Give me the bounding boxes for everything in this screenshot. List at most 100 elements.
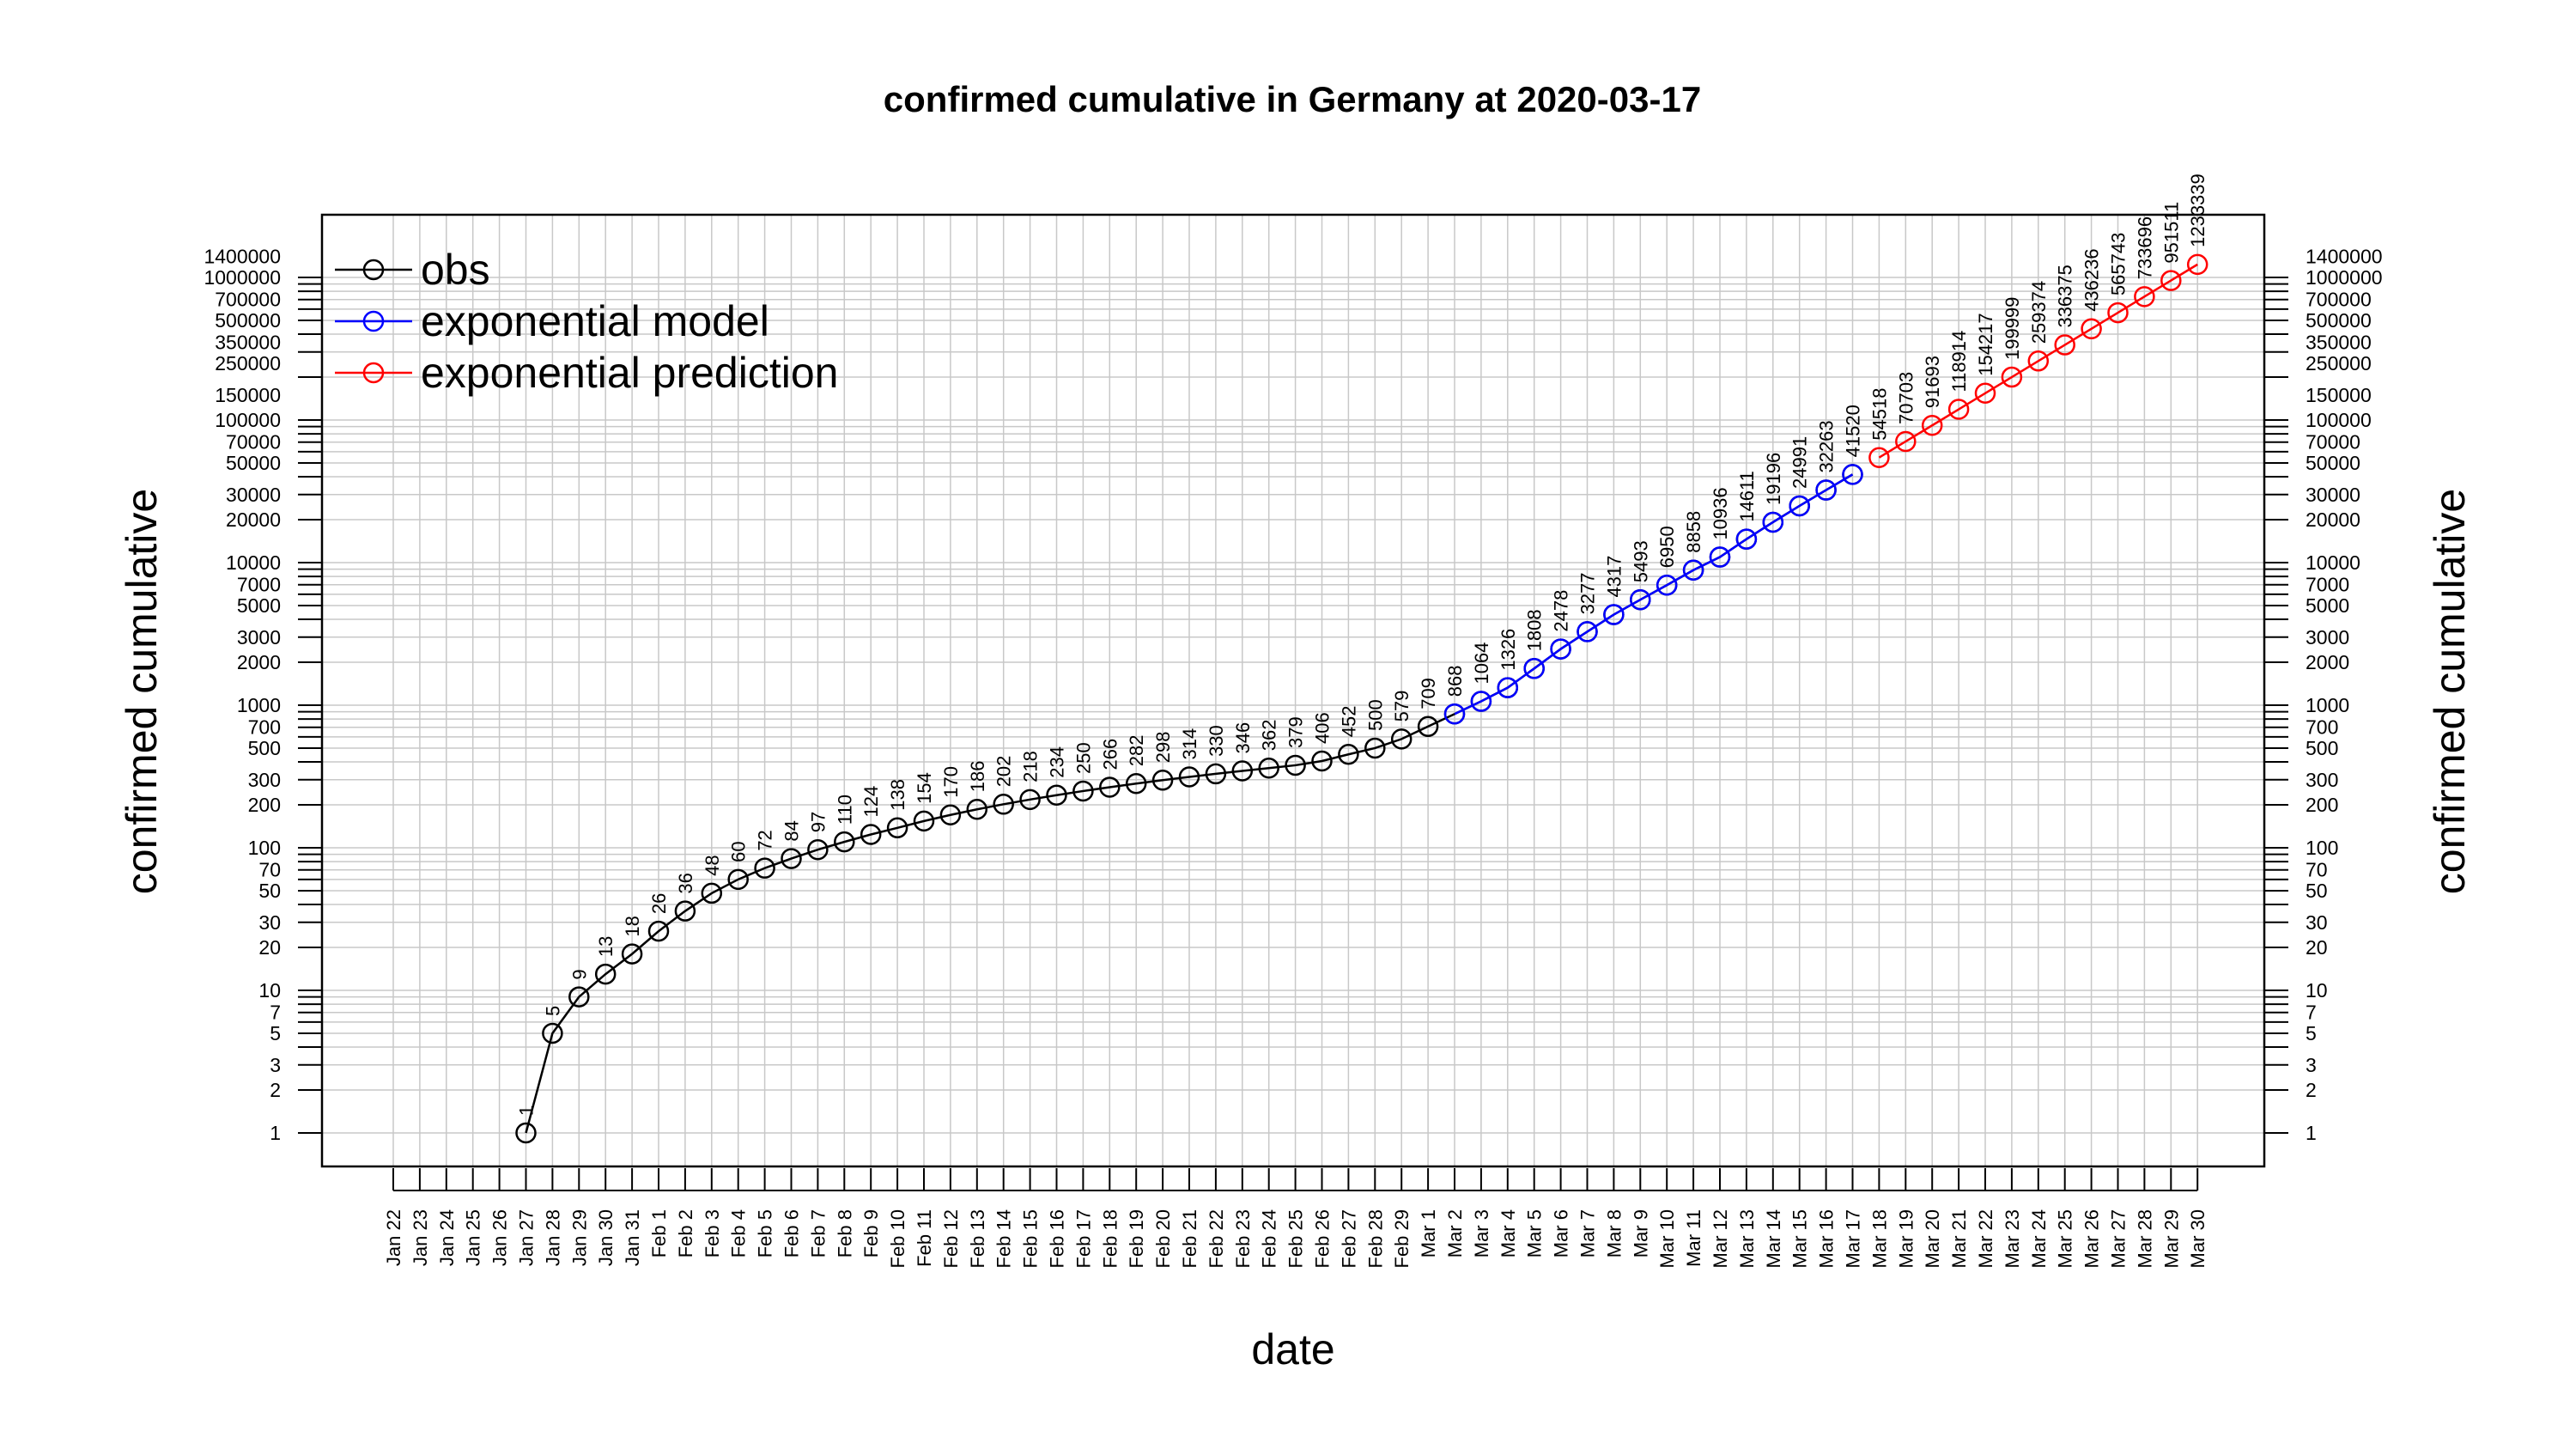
data-point-obs: [754, 857, 775, 879]
x-tick-label: Mar 24: [2028, 1209, 2050, 1268]
data-point-obs: [701, 882, 723, 904]
x-tick-label: Mar 21: [1948, 1209, 1970, 1268]
data-point-exponential-prediction: [2081, 318, 2102, 340]
x-tick-label: Mar 8: [1603, 1209, 1625, 1257]
x-tick-label: Jan 28: [542, 1209, 563, 1266]
y-tick-label-right: 3: [2306, 1054, 2317, 1076]
data-label: 91693: [1922, 356, 1943, 408]
x-tick-label: Jan 31: [622, 1209, 643, 1266]
x-tick-label: Mar 9: [1630, 1209, 1651, 1257]
y-tick-label-left: 30: [258, 911, 281, 934]
data-label: 48: [702, 855, 723, 875]
y-tick-label-left: 50000: [226, 452, 281, 474]
x-tick-label: Mar 6: [1551, 1209, 1572, 1257]
x-tick-label: Feb 22: [1206, 1209, 1227, 1269]
x-tick-label: Mar 10: [1656, 1209, 1678, 1268]
legend-marker: [362, 259, 385, 281]
x-axis: Jan 22 Jan 23 Jan 24 Jan 25 Jan 26 Jan 27 Jan …: [383, 1168, 2208, 1269]
y-tick-label-left: 250000: [215, 352, 281, 374]
y-tick-label-right: 7: [2306, 1002, 2317, 1024]
data-point-exponential-prediction: [1868, 447, 1890, 468]
data-label: 10936: [1710, 487, 1731, 539]
y-tick-label-left: 3: [270, 1054, 281, 1076]
data-label: 202: [993, 756, 1015, 788]
data-point-obs: [594, 963, 617, 985]
data-point-obs: [886, 817, 908, 839]
data-point-exponential-model: [1709, 546, 1731, 568]
x-tick-label: Jan 22: [383, 1209, 404, 1266]
y-tick-label-right: 70000: [2306, 431, 2360, 454]
y-tick-label-right: 50: [2306, 880, 2328, 902]
y-tick-label-left: 20: [258, 936, 281, 959]
data-label: 154217: [1975, 313, 1996, 375]
data-label: 951511: [2160, 202, 2182, 264]
x-tick-label: Mar 4: [1498, 1209, 1519, 1257]
y-tick-label-right: 10: [2306, 979, 2328, 1002]
data-label: 70703: [1895, 372, 1917, 424]
y-tick-label-right: 1000: [2306, 694, 2349, 716]
y-tick-label-right: 2000: [2306, 651, 2349, 673]
data-point-exponential-model: [1789, 495, 1810, 517]
x-tick-label: Mar 26: [2081, 1209, 2103, 1268]
data-label: 406: [1312, 712, 1334, 744]
y-tick-label-right: 30000: [2306, 484, 2360, 506]
data-label: 1064: [1471, 642, 1492, 685]
y-tick-label-right: 250000: [2306, 352, 2372, 374]
data-point-obs: [647, 920, 670, 942]
data-label: 218: [1020, 751, 1042, 782]
data-point-exponential-prediction: [2107, 301, 2129, 324]
x-tick-label: Feb 13: [967, 1209, 988, 1269]
x-tick-label: Feb 15: [1020, 1209, 1042, 1269]
x-tick-label: Feb 21: [1179, 1209, 1200, 1269]
data-label: 1326: [1498, 629, 1519, 671]
data-label: 452: [1338, 706, 1359, 738]
data-label: 18: [622, 916, 643, 936]
data-label: 54518: [1868, 388, 1890, 441]
chart-title: confirmed cumulative in Germany at 2020-…: [884, 79, 1701, 119]
x-tick-label: Mar 13: [1736, 1209, 1758, 1268]
plot-frame: [320, 213, 2266, 1168]
x-tick-label: Feb 29: [1391, 1209, 1413, 1269]
gridlines: [322, 215, 2264, 1166]
x-tick-label: Mar 22: [1975, 1209, 1996, 1268]
data-point-obs: [1390, 728, 1413, 750]
x-tick-label: Feb 10: [887, 1209, 908, 1269]
data-point-exponential-prediction: [1947, 399, 1970, 420]
x-tick-label: Feb 23: [1232, 1209, 1254, 1269]
data-point-obs: [939, 804, 962, 825]
y-tick-label-right: 700: [2306, 716, 2338, 739]
y-tick-label-right: 150000: [2306, 384, 2372, 406]
data-label: 154: [914, 772, 935, 804]
data-point-exponential-prediction: [2186, 253, 2208, 276]
y-axis-title-left: confirmed cumulative: [118, 489, 166, 894]
y-tick-label-left: 300: [248, 769, 281, 791]
series-layer: [515, 253, 2208, 1144]
y-axis-right: 1235710203050701002003005007001000200030…: [2264, 246, 2383, 1144]
x-tick-label: Jan 26: [489, 1209, 511, 1266]
x-tick-label: Feb 17: [1072, 1209, 1094, 1269]
x-tick-label: Feb 1: [648, 1209, 670, 1257]
data-label: 138: [887, 779, 908, 811]
x-tick-label: Feb 12: [940, 1209, 962, 1269]
x-tick-label: Mar 19: [1895, 1209, 1917, 1268]
y-tick-label-right: 1000000: [2306, 266, 2383, 289]
x-tick-label: Mar 7: [1577, 1209, 1599, 1257]
data-label: 579: [1391, 691, 1413, 722]
data-point-obs: [568, 986, 590, 1008]
x-tick-label: Feb 11: [914, 1209, 935, 1267]
data-label: 5493: [1630, 540, 1651, 582]
y-tick-label-right: 70: [2306, 859, 2328, 881]
data-point-obs: [1231, 760, 1254, 782]
data-point-exponential-model: [1682, 559, 1704, 581]
data-label: 6950: [1656, 526, 1678, 568]
y-tick-label-left: 20000: [226, 508, 281, 531]
x-tick-label: Feb 9: [860, 1209, 882, 1257]
data-point-exponential-model: [1550, 638, 1571, 660]
y-tick-label-right: 20000: [2306, 508, 2360, 531]
data-label: 565743: [2108, 233, 2129, 295]
data-point-obs: [1205, 763, 1227, 785]
data-point-exponential-model: [1603, 604, 1625, 625]
x-tick-label: Feb 16: [1047, 1209, 1068, 1269]
x-tick-label: Feb 14: [993, 1209, 1015, 1269]
